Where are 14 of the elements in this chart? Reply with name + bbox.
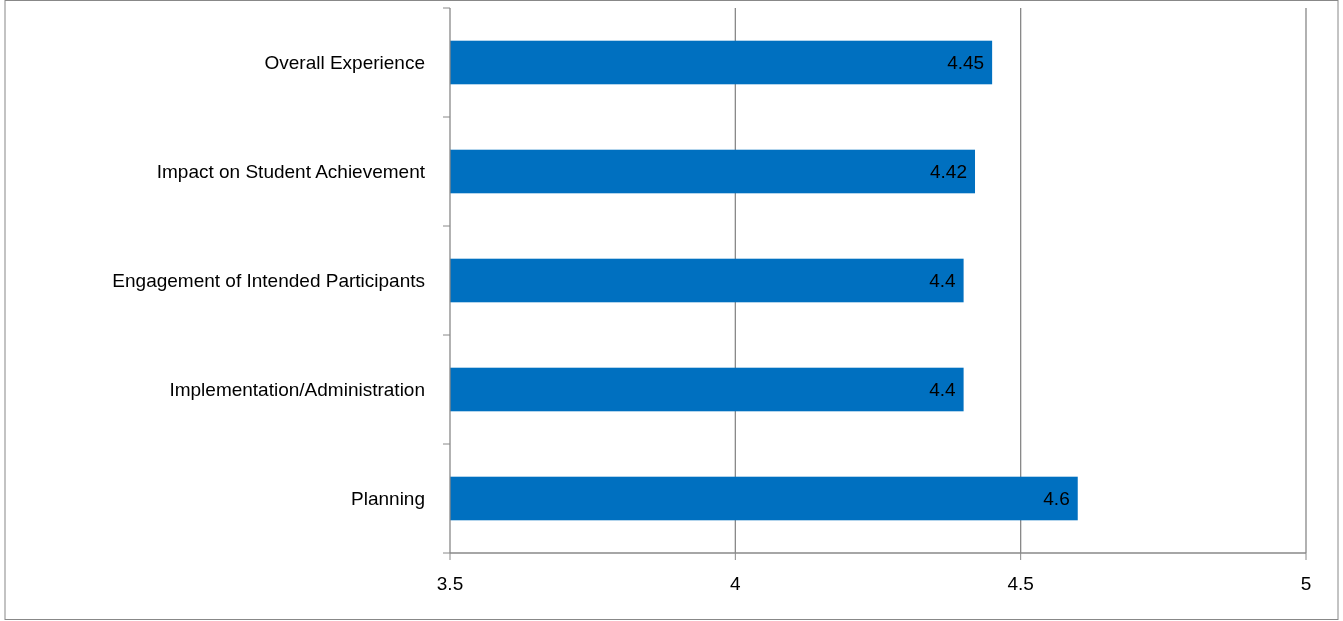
x-tick-label: 3.5: [436, 573, 464, 594]
y-tick-label: Overall Experience: [264, 52, 425, 74]
data-label: 4.4: [929, 270, 957, 292]
y-tick-label: Engagement of Intended Participants: [112, 270, 425, 292]
data-label: 4.45: [947, 52, 985, 74]
x-tick-label: 4.5: [1007, 573, 1034, 594]
data-label: 4.4: [929, 379, 957, 401]
data-label: 4.6: [1043, 488, 1070, 510]
y-tick-label: Impact on Student Achievement: [156, 161, 426, 183]
data-label: 4.42: [930, 161, 968, 183]
x-tick-label: 5: [1300, 573, 1312, 594]
y-tick-label: Planning: [351, 488, 425, 510]
x-tick-label: 4: [730, 573, 742, 594]
y-tick-label: Implementation/Administration: [169, 379, 425, 401]
